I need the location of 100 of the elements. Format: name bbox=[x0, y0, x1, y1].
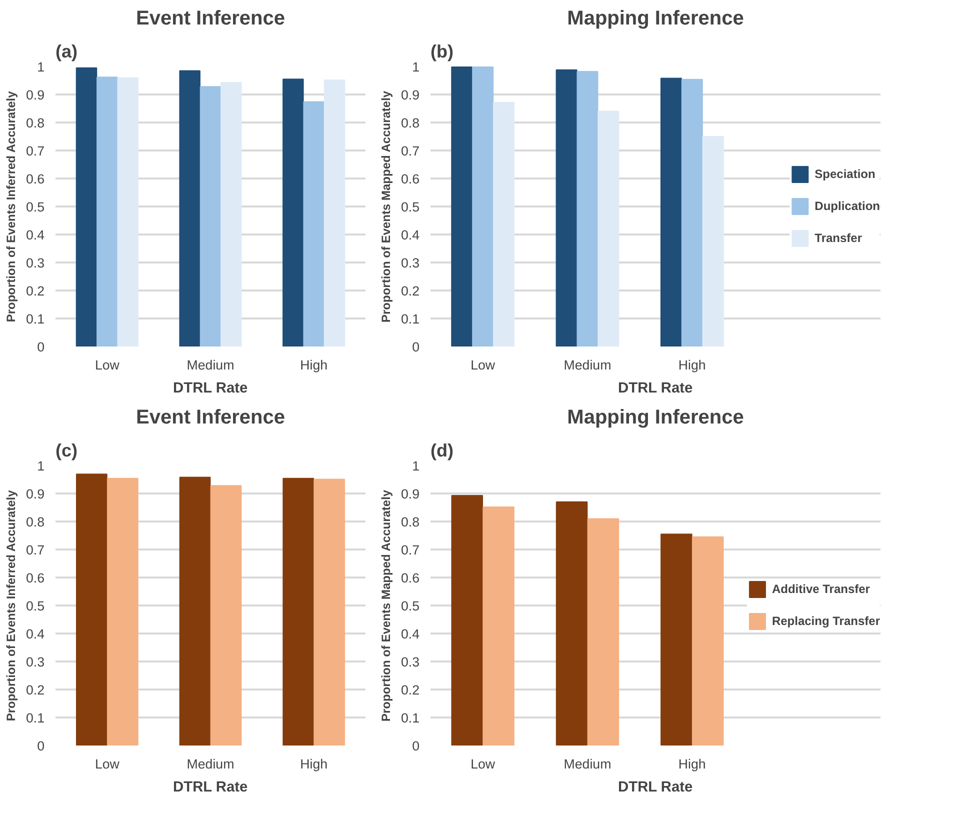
y-tick-label: 0.4 bbox=[400, 228, 420, 242]
bar bbox=[451, 494, 484, 746]
y-tick-label: 0.2 bbox=[400, 682, 420, 698]
y-tick-label: 0.1 bbox=[26, 312, 45, 326]
bar bbox=[324, 79, 346, 346]
y-tick-label: 0 bbox=[412, 738, 420, 754]
bar bbox=[76, 474, 108, 746]
legend-label: Additive Transfer bbox=[772, 582, 870, 596]
x-tick-label: Low bbox=[94, 358, 120, 372]
x-axis-title: DTRL Rate bbox=[618, 780, 693, 796]
bar bbox=[179, 70, 200, 346]
y-tick-label: 0.9 bbox=[26, 88, 45, 102]
bar bbox=[556, 69, 578, 346]
x-tick-label: Low bbox=[470, 358, 496, 372]
legend-label: Replacing Transfer bbox=[772, 614, 880, 628]
x-tick-label: Medium bbox=[564, 756, 612, 772]
bar bbox=[692, 536, 724, 746]
y-tick-label: 0 bbox=[37, 340, 45, 354]
y-tick-label: 0.6 bbox=[26, 172, 45, 186]
y-tick-label: 0.6 bbox=[26, 570, 45, 586]
legend-label: Transfer bbox=[814, 231, 862, 245]
x-axis-title: DTRL Rate bbox=[173, 380, 248, 396]
y-axis-title: Proportion of Events Inferred Accurately bbox=[4, 490, 18, 722]
bar bbox=[303, 101, 324, 346]
y-axis-title: Proportion of Events Mapped Accurately bbox=[378, 90, 393, 323]
bar bbox=[282, 78, 304, 346]
bar bbox=[314, 478, 346, 746]
chart-title: Event Inference bbox=[136, 8, 285, 30]
y-tick-label: 0.5 bbox=[26, 200, 45, 214]
y-tick-label: 0.2 bbox=[26, 682, 45, 698]
y-tick-label: 1 bbox=[37, 60, 45, 74]
x-tick-label: Medium bbox=[564, 358, 612, 372]
bar bbox=[587, 518, 620, 746]
bar bbox=[210, 485, 242, 746]
y-tick-label: 0.7 bbox=[400, 542, 420, 558]
bar bbox=[451, 66, 473, 346]
bar bbox=[576, 71, 598, 346]
y-tick-label: 0.2 bbox=[400, 284, 420, 298]
y-tick-label: 0.7 bbox=[400, 144, 420, 158]
chart-title: Mapping Inference bbox=[567, 406, 744, 428]
bar bbox=[472, 66, 494, 346]
y-tick-label: 0.4 bbox=[400, 626, 420, 642]
x-tick-label: Low bbox=[94, 756, 120, 772]
y-tick-label: 0.4 bbox=[26, 626, 46, 642]
bar bbox=[660, 534, 692, 746]
y-tick-label: 0.8 bbox=[26, 514, 45, 530]
y-tick-label: 0.5 bbox=[400, 598, 420, 614]
chart-title: Event Inference bbox=[136, 406, 285, 428]
y-tick-label: 0 bbox=[412, 340, 420, 354]
y-tick-label: 0.1 bbox=[400, 312, 420, 326]
y-tick-label: 0.3 bbox=[400, 256, 420, 270]
y-tick-label: 0.2 bbox=[26, 284, 45, 298]
bar bbox=[493, 102, 515, 346]
y-tick-label: 0.5 bbox=[400, 200, 420, 214]
x-tick-label: High bbox=[678, 358, 706, 372]
y-tick-label: 0.9 bbox=[400, 88, 420, 102]
text: (a) bbox=[56, 42, 78, 62]
y-tick-label: 0.5 bbox=[26, 598, 45, 614]
y-tick-label: 0.8 bbox=[400, 514, 420, 530]
y-axis-title: Proportion of Events Inferred Accurately bbox=[4, 90, 18, 322]
text: (d) bbox=[430, 440, 454, 460]
bar bbox=[660, 78, 682, 346]
bar bbox=[556, 501, 588, 746]
bar bbox=[117, 77, 138, 346]
x-tick-label: High bbox=[300, 358, 328, 372]
y-tick-label: 0.1 bbox=[26, 710, 45, 726]
y-tick-label: 0.7 bbox=[26, 144, 45, 158]
y-tick-label: 0.9 bbox=[400, 486, 420, 502]
bar bbox=[200, 86, 222, 346]
x-tick-label: Medium bbox=[186, 756, 234, 772]
y-tick-label: 0.8 bbox=[400, 116, 420, 130]
y-tick-label: 0.7 bbox=[26, 542, 45, 558]
bar bbox=[179, 476, 211, 746]
bar bbox=[681, 78, 703, 346]
x-tick-label: High bbox=[300, 756, 328, 772]
y-tick-label: 0.6 bbox=[400, 172, 420, 186]
bar bbox=[220, 82, 242, 346]
bar bbox=[282, 478, 314, 746]
x-tick-label: Medium bbox=[186, 358, 234, 372]
y-tick-label: 0.4 bbox=[26, 228, 46, 242]
bar bbox=[482, 506, 514, 746]
bar bbox=[76, 67, 98, 346]
y-tick-label: 1 bbox=[412, 60, 420, 74]
y-tick-label: 0.6 bbox=[400, 570, 420, 586]
bar bbox=[106, 478, 138, 746]
bar bbox=[702, 136, 724, 346]
x-tick-label: Low bbox=[470, 756, 496, 772]
x-axis-title: DTRL Rate bbox=[173, 780, 248, 796]
y-axis-title: Proportion of Events Mapped Accurately bbox=[378, 490, 393, 722]
y-tick-label: 0.3 bbox=[26, 654, 45, 670]
x-axis-title: DTRL Rate bbox=[618, 380, 693, 396]
y-tick-label: 0 bbox=[37, 738, 45, 754]
bar bbox=[96, 76, 118, 346]
legend-label: Duplication bbox=[814, 199, 880, 213]
y-tick-label: 0.3 bbox=[26, 256, 45, 270]
bar bbox=[598, 110, 620, 346]
y-tick-label: 1 bbox=[412, 458, 420, 474]
x-tick-label: High bbox=[678, 756, 706, 772]
chart-title: Mapping Inference bbox=[567, 8, 744, 30]
y-tick-label: 1 bbox=[37, 458, 45, 474]
